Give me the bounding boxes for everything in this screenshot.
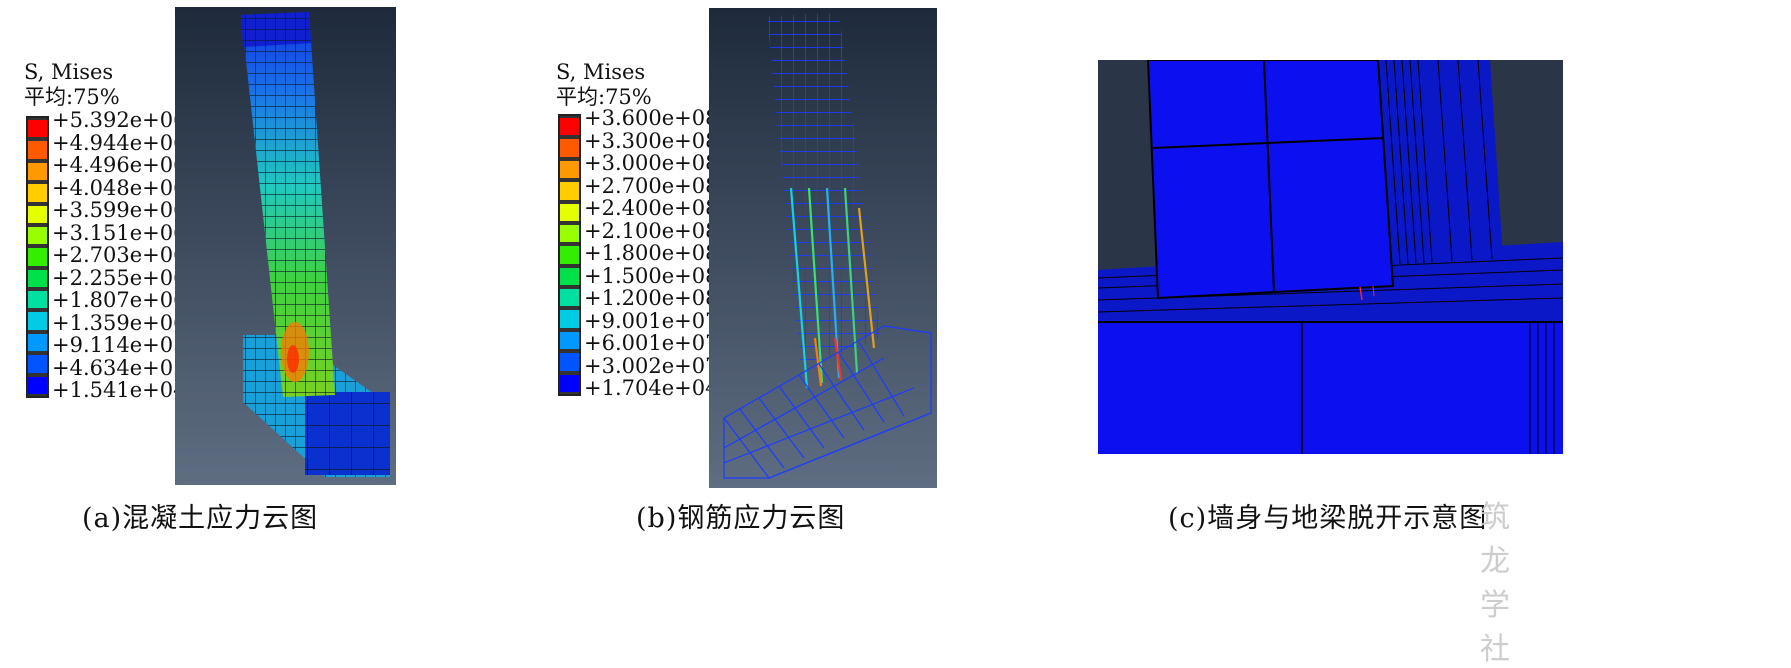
legend-tick-label: +1.704e+04 xyxy=(584,376,719,400)
caption-a: (a)混凝土应力云图 xyxy=(82,503,319,534)
legend-a-title: S, Mises xyxy=(24,60,114,84)
legend-tick-label: +2.700e+08 xyxy=(584,173,719,198)
legend-tick-label: +5.392e+06 xyxy=(52,108,187,132)
rebar-stress-image xyxy=(709,8,937,488)
legend-tick-label: +2.100e+08 xyxy=(584,218,719,243)
legend-swatch xyxy=(28,205,47,223)
legend-tick-label: +2.255e+06 xyxy=(52,265,187,290)
concrete-stress-image xyxy=(175,7,396,485)
legend-swatch xyxy=(560,118,579,136)
legend-b-title: S, Mises xyxy=(556,60,646,84)
legend-tick-label: +4.634e+05 xyxy=(52,355,187,380)
legend-tick-label: +3.151e+06 xyxy=(52,220,187,245)
legend-swatch xyxy=(560,160,579,179)
legend-swatch xyxy=(560,224,579,243)
legend-swatch xyxy=(28,248,47,266)
legend-swatch xyxy=(28,184,47,202)
legend-tick-label: +3.002e+07 xyxy=(584,353,719,378)
legend-swatch xyxy=(560,182,579,200)
legend-tick-label: +1.800e+08 xyxy=(584,241,719,265)
legend-a-colorbar xyxy=(26,116,49,398)
legend-tick-label: +4.048e+06 xyxy=(52,175,187,200)
legend-tick-label: +2.400e+08 xyxy=(584,196,719,220)
legend-a: S, Mises 平均:75% +5.392e+06 +4.944e+06 +4.4… xyxy=(24,60,186,401)
legend-tick-label: +1.359e+06 xyxy=(52,310,187,335)
caption-b: (b)钢筋应力云图 xyxy=(636,503,846,534)
legend-tick-label: +4.944e+06 xyxy=(52,130,187,155)
legend-a-subtitle: 平均:75% xyxy=(24,85,120,109)
legend-swatch xyxy=(560,374,579,392)
legend-tick-label: +6.001e+07 xyxy=(584,331,719,355)
legend-tick-label: +9.114e+05 xyxy=(52,333,187,357)
legend-swatch xyxy=(28,333,47,352)
legend-tick-label: +1.807e+06 xyxy=(52,288,187,312)
legend-tick-label: +3.300e+08 xyxy=(584,128,719,153)
legend-swatch xyxy=(28,120,47,138)
legend-swatch xyxy=(28,376,47,394)
legend-tick-label: +1.541e+04 xyxy=(52,378,187,402)
legend-tick-label: +1.200e+08 xyxy=(584,286,719,310)
legend-tick-label: +4.496e+06 xyxy=(52,153,187,177)
legend-swatch xyxy=(28,226,47,245)
legend-tick-label: +9.001e+07 xyxy=(584,308,719,333)
watermark-logo: 筑龙学社 xyxy=(1480,500,1512,667)
legend-swatch xyxy=(560,246,579,264)
legend-b-colorbar xyxy=(558,114,581,396)
legend-swatch xyxy=(28,141,47,159)
legend-swatch xyxy=(560,331,579,350)
caption-c: (c)墙身与地梁脱开示意图 xyxy=(1168,503,1488,534)
legend-tick-label: +1.500e+08 xyxy=(584,263,719,288)
legend-swatch xyxy=(560,289,579,307)
separation-image xyxy=(1098,60,1563,454)
legend-swatch xyxy=(560,203,579,221)
legend-swatch xyxy=(28,291,47,309)
legend-swatch xyxy=(28,312,47,330)
legend-b: S, Mises 平均:75% +3.600e+08 +3.300e+08 +3.0… xyxy=(556,60,718,399)
legend-tick-label: +3.000e+08 xyxy=(584,151,719,175)
legend-swatch xyxy=(28,355,47,373)
legend-swatch xyxy=(560,353,579,371)
legend-swatch xyxy=(28,269,47,288)
legend-swatch xyxy=(560,310,579,328)
legend-tick-label: +2.703e+06 xyxy=(52,243,187,267)
legend-tick-label: +3.600e+08 xyxy=(584,106,719,130)
legend-swatch xyxy=(28,162,47,181)
legend-swatch xyxy=(560,267,579,286)
legend-tick-label: +3.599e+06 xyxy=(52,198,187,222)
legend-swatch xyxy=(560,139,579,157)
legend-b-subtitle: 平均:75% xyxy=(556,85,652,109)
